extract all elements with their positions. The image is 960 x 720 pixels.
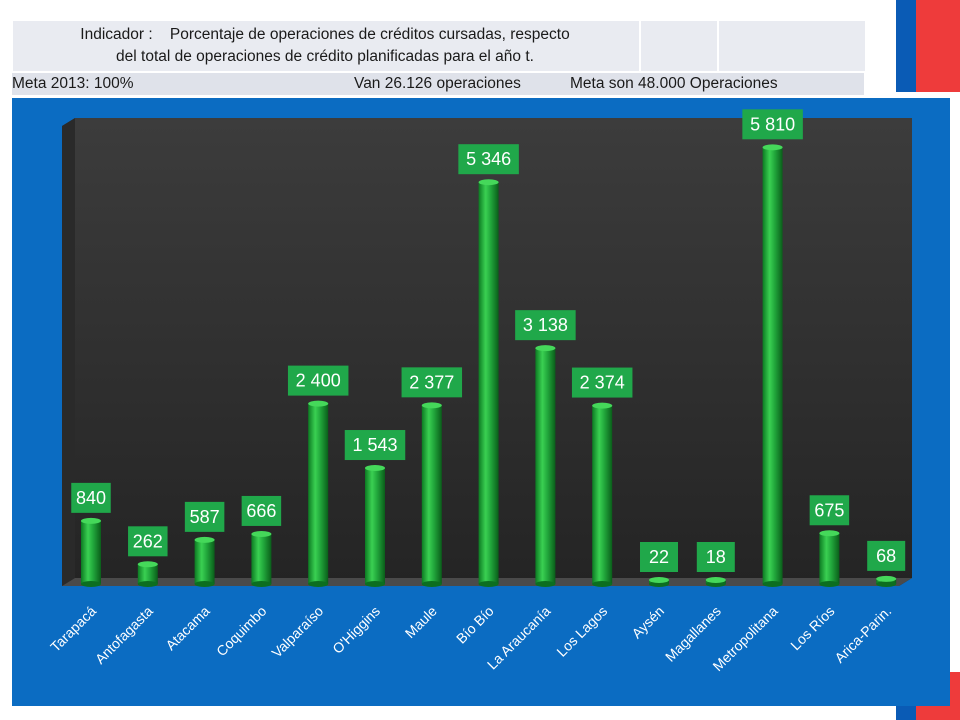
van-label: Van 26.126 operaciones xyxy=(354,75,521,92)
bar-1 xyxy=(81,517,101,587)
bar-13 xyxy=(762,144,783,587)
data-label-2: 262 xyxy=(128,526,168,557)
indicator-table: Indicador : Porcentaje de operaciones de… xyxy=(12,20,866,72)
svg-text:1 543: 1 543 xyxy=(352,435,397,455)
bar-2 xyxy=(137,561,158,587)
meta-row: Meta 2013: 100% Van 26.126 operaciones M… xyxy=(12,73,864,95)
indicator-cell: Indicador : Porcentaje de operaciones de… xyxy=(13,21,637,71)
indicator-line-1: Indicador : Porcentaje de operaciones de… xyxy=(80,26,570,43)
data-label-12: 18 xyxy=(696,542,735,572)
svg-text:22: 22 xyxy=(649,547,669,567)
svg-text:262: 262 xyxy=(133,531,163,551)
category-label-8: Bío Bío xyxy=(453,603,497,647)
bar-6 xyxy=(365,465,385,587)
svg-text:2 400: 2 400 xyxy=(296,371,341,391)
category-label-4: Coquimbo xyxy=(213,603,270,660)
svg-text:2 374: 2 374 xyxy=(580,373,625,393)
bar-4 xyxy=(251,530,272,587)
category-label-5: Valparaíso xyxy=(268,603,326,661)
category-label-12: Magallanes xyxy=(662,603,724,665)
data-label-9: 3 138 xyxy=(515,310,576,341)
data-label-10: 2 374 xyxy=(571,367,633,398)
flag-decoration xyxy=(882,0,960,92)
svg-text:5 810: 5 810 xyxy=(750,114,795,134)
bar-8 xyxy=(478,179,499,587)
bar-14 xyxy=(819,530,840,587)
meta-ops-label: Meta son 48.000 Operaciones xyxy=(570,75,778,92)
meta-label: Meta 2013: 100% xyxy=(12,75,134,92)
chart-panel: 840 262 587 666 2 400 1 543 2 377 5 346 3 138 2 3… xyxy=(12,98,950,706)
svg-text:587: 587 xyxy=(190,507,220,527)
svg-text:840: 840 xyxy=(76,488,106,508)
indicator-empty-cell-2 xyxy=(717,21,867,71)
data-label-1: 840 xyxy=(71,482,111,513)
bar-15 xyxy=(876,575,897,587)
data-label-5: 2 400 xyxy=(287,365,349,396)
bar-11 xyxy=(649,577,669,587)
data-label-7: 2 377 xyxy=(401,367,463,398)
indicator-empty-cell-1 xyxy=(639,21,717,71)
data-label-8: 5 346 xyxy=(458,144,519,175)
indicator-line-2: del total de operaciones de crédito plan… xyxy=(116,48,534,65)
bar-10 xyxy=(592,402,613,587)
category-label-1: Tarapacá xyxy=(47,603,99,655)
bar-9 xyxy=(535,345,556,587)
svg-text:666: 666 xyxy=(246,501,276,521)
data-label-13: 5 810 xyxy=(742,109,803,140)
data-label-14: 675 xyxy=(809,495,850,526)
data-label-3: 587 xyxy=(184,501,225,532)
svg-text:2 377: 2 377 xyxy=(409,372,454,392)
data-label-4: 666 xyxy=(241,495,282,526)
svg-text:5 346: 5 346 xyxy=(466,149,511,169)
bar-12 xyxy=(705,577,726,587)
category-label-7: Maule xyxy=(402,603,440,641)
category-label-2: Antofagasta xyxy=(92,603,156,667)
category-label-10: Los Lagos xyxy=(553,603,610,660)
category-label-15: Arica-Parin. xyxy=(831,603,894,666)
svg-text:18: 18 xyxy=(706,547,726,567)
bar-5 xyxy=(308,400,329,587)
bar-7 xyxy=(421,402,442,587)
data-label-15: 68 xyxy=(867,540,906,571)
bar-3 xyxy=(194,536,215,587)
category-label-11: Aysén xyxy=(628,603,667,642)
data-label-11: 22 xyxy=(640,542,678,572)
side-wall xyxy=(62,118,75,586)
svg-text:3 138: 3 138 xyxy=(523,315,568,335)
category-label-3: Atacama xyxy=(162,603,213,654)
bar-chart: 840 262 587 666 2 400 1 543 2 377 5 346 3 138 2 3… xyxy=(47,109,912,674)
svg-text:68: 68 xyxy=(876,546,896,566)
category-label-14: Los Ríos xyxy=(787,603,837,653)
data-label-6: 1 543 xyxy=(344,430,406,461)
svg-text:675: 675 xyxy=(814,500,844,520)
category-label-6: O'Higgins xyxy=(329,603,383,657)
